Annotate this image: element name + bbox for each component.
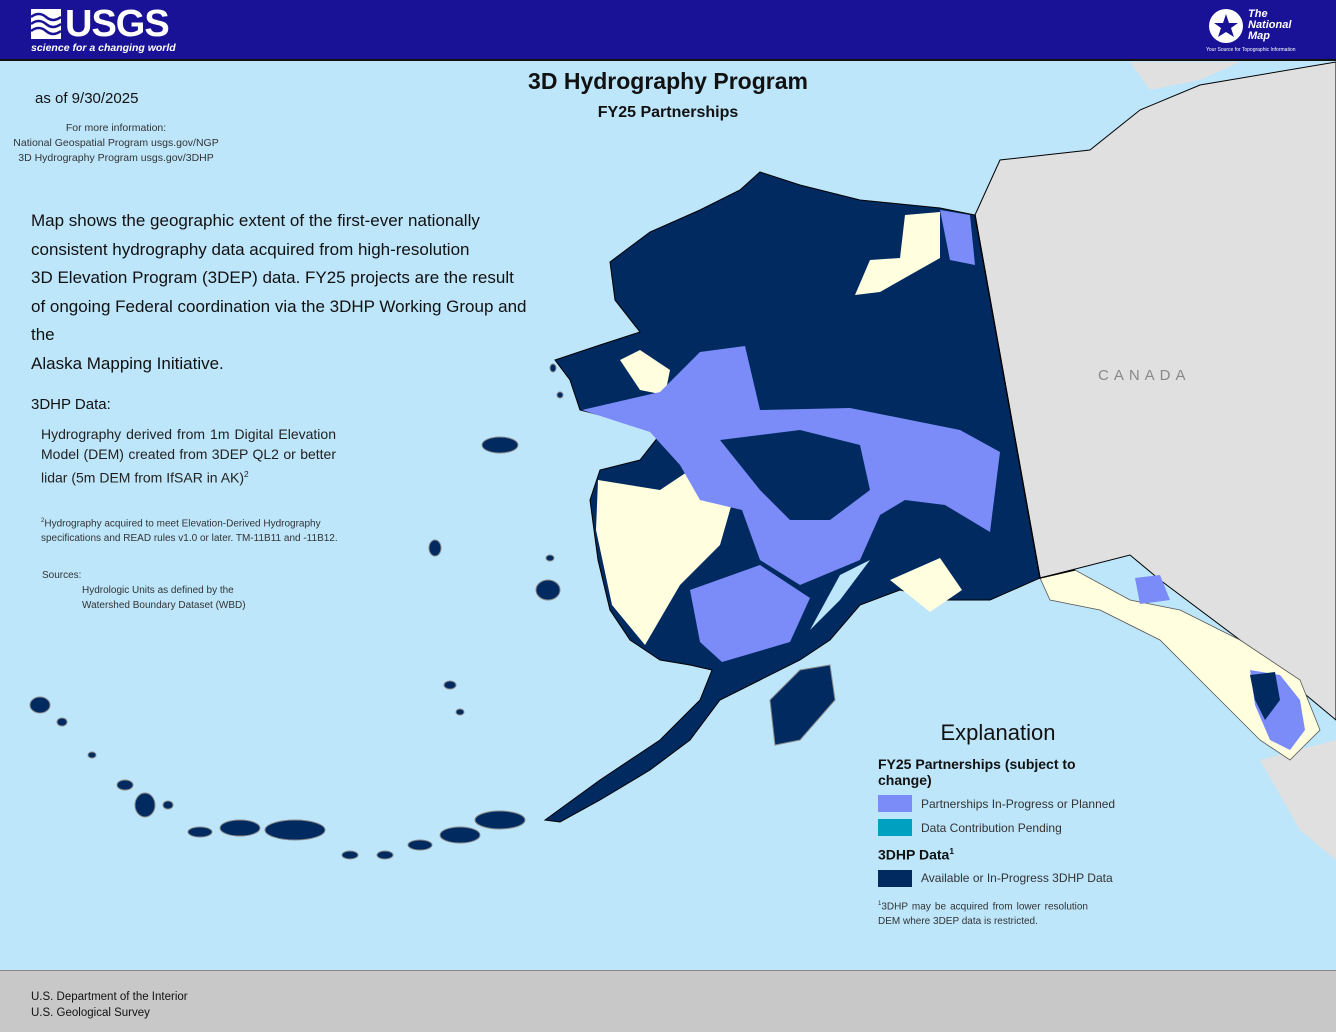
source-line: Watershed Boundary Dataset (WBD) (82, 600, 246, 611)
legend-swatch (878, 869, 912, 887)
legend-footnote: 13DHP may be acquired from lower resolut… (878, 897, 1088, 929)
usgs-tagline: science for a changing world (31, 42, 176, 54)
canada-label: CANADA (1098, 367, 1191, 384)
canada-region (974, 61, 1336, 860)
partnership-region-south (690, 565, 810, 662)
footnote-mark: 2 (41, 518, 45, 524)
usgs-logo-text: USGS (65, 3, 170, 45)
alaska-map (29, 61, 1336, 860)
footer-usgs: U.S. Geological Survey (31, 1007, 150, 1019)
footnote-ref: 2 (244, 469, 249, 479)
legend-label: Partnerships In-Progress or Planned (921, 796, 1116, 811)
sources: Sources: Hydrologic Units as defined by … (42, 568, 246, 613)
usgs-wave-icon (31, 9, 61, 39)
map-title: 3D Hydrography Program (528, 68, 808, 94)
3dhp-data-definition: Hydrography derived from 1m Digital Elev… (41, 424, 336, 488)
more-info-label: For more information: (65, 122, 167, 134)
legend: Explanation FY25 Partnerships (subject t… (878, 720, 1118, 929)
legend-group-3dhp: 3DHP Data1 (878, 846, 1118, 863)
footnote-2: 2Hydrography acquired to meet Elevation-… (41, 514, 351, 546)
footnote-text: 3DHP may be acquired from lower resoluti… (878, 900, 1088, 927)
description-line: Alaska Mapping Initiative. (31, 353, 224, 373)
more-info: For more information: National Geospatia… (0, 121, 232, 166)
no-data-region-north (855, 212, 940, 295)
legend-label: Data Contribution Pending (921, 820, 1062, 835)
alaska-mainland (543, 171, 1041, 823)
national-map-logo[interactable]: The National Map Your Source for Topogra… (1206, 6, 1306, 56)
legend-group-partnerships: FY25 Partnerships (subject to change) (878, 756, 1076, 788)
header-bar: USGS science for a changing world The Na… (0, 0, 1336, 61)
usgs-logo[interactable]: USGS science for a changing world (31, 3, 176, 54)
description-line: Map shows the geographic extent of the f… (31, 211, 480, 230)
footnote-ref: 1 (949, 846, 954, 856)
legend-group-label: 3DHP Data (878, 846, 950, 863)
legend-swatch (878, 795, 912, 812)
footnote-mark: 1 (878, 900, 882, 907)
national-map-tagline: Your Source for Topographic Information (1206, 47, 1296, 53)
us-canada-border (974, 214, 1076, 579)
national-map-star-icon (1209, 9, 1243, 43)
description-line: consistent hydrography data acquired fro… (31, 239, 470, 259)
description-line: of ongoing Federal coordination via the … (31, 296, 527, 345)
3dhp-data-heading: 3DHP Data: (31, 396, 111, 413)
definition-text: Hydrography derived from 1m Digital Elev… (41, 426, 336, 486)
legend-label: Available or In-Progress 3DHP Data (921, 871, 1113, 886)
as-of-date: as of 9/30/2025 (35, 90, 139, 107)
legend-title: Explanation (940, 720, 1056, 745)
sources-label: Sources: (42, 570, 82, 581)
legend-swatch (878, 819, 912, 836)
legend-item-partnerships: Partnerships In-Progress or Planned (878, 795, 1118, 812)
legend-item-pending: Data Contribution Pending (878, 819, 1118, 836)
panhandle-region (1039, 569, 1321, 761)
footer: U.S. Department of the Interior U.S. Geo… (0, 970, 1336, 1032)
map-description: Map shows the geographic extent of the f… (31, 207, 551, 378)
legend-item-available: Available or In-Progress 3DHP Data (878, 869, 1118, 887)
map-subtitle: FY25 Partnerships (597, 104, 739, 121)
footnote-text: Hydrography acquired to meet Elevation-D… (41, 518, 338, 545)
islands (29, 363, 836, 860)
description-line: 3D Elevation Program (3DEP) data. FY25 p… (31, 268, 514, 287)
footer-doi: U.S. Department of the Interior (31, 991, 188, 1003)
national-map-title: The National Map (1248, 8, 1292, 42)
more-info-3dhp: 3D Hydrography Program usgs.gov/3DHP (18, 152, 214, 164)
more-info-ngp: National Geospatial Program usgs.gov/NGP (13, 137, 219, 149)
source-line: Hydrologic Units as defined by the (82, 585, 234, 596)
